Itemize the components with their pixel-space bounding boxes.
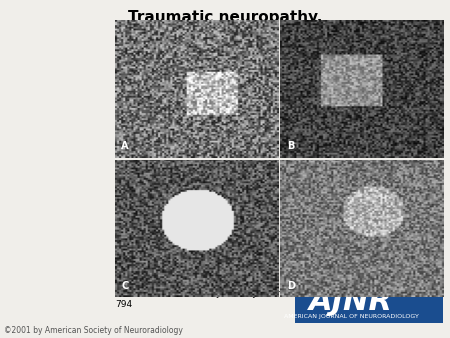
Text: C: C	[122, 281, 129, 291]
Text: AMERICAN JOURNAL OF NEURORADIOLOGY: AMERICAN JOURNAL OF NEURORADIOLOGY	[284, 314, 418, 319]
Text: Kevin R. Moore et al. AJNR Am J Neuroradiol 2001;22:78–
794: Kevin R. Moore et al. AJNR Am J Neurorad…	[115, 289, 370, 309]
FancyBboxPatch shape	[295, 289, 443, 323]
Text: A: A	[122, 141, 129, 151]
Text: AJNR: AJNR	[309, 287, 393, 316]
Text: D: D	[287, 281, 295, 291]
Text: B: B	[287, 141, 294, 151]
Text: ©2001 by American Society of Neuroradiology: ©2001 by American Society of Neuroradiol…	[4, 325, 184, 335]
Text: Traumatic neuropathy.: Traumatic neuropathy.	[128, 10, 322, 25]
